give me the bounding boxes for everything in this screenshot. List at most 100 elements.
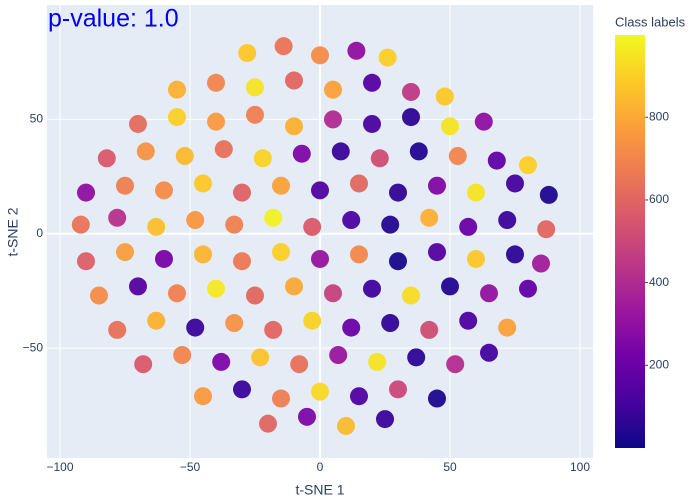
point	[459, 311, 478, 330]
point	[253, 149, 272, 168]
point	[71, 215, 90, 234]
point	[298, 407, 316, 426]
point	[233, 380, 251, 399]
point	[446, 355, 465, 374]
point	[428, 176, 446, 195]
point	[292, 144, 311, 163]
point	[285, 117, 303, 136]
point	[389, 252, 407, 271]
point	[311, 46, 329, 65]
point	[389, 183, 407, 202]
y-tick-label: 0	[36, 226, 43, 240]
point	[264, 320, 283, 339]
point	[147, 311, 166, 330]
point	[136, 142, 155, 161]
point	[519, 279, 537, 298]
point	[194, 387, 212, 406]
point	[303, 217, 322, 236]
point	[381, 314, 400, 333]
point	[272, 176, 290, 195]
point	[402, 82, 420, 101]
point	[129, 277, 147, 296]
point	[129, 114, 147, 133]
point	[480, 284, 498, 303]
point	[186, 211, 205, 230]
point	[311, 249, 329, 268]
point	[420, 320, 439, 339]
point	[311, 181, 329, 200]
point	[225, 215, 244, 234]
point	[285, 71, 303, 90]
point	[233, 252, 251, 271]
point	[347, 41, 366, 60]
point	[402, 108, 420, 127]
point	[324, 284, 342, 303]
point	[342, 211, 361, 230]
point	[212, 352, 231, 371]
point	[147, 217, 166, 236]
point	[441, 117, 459, 136]
point	[537, 220, 556, 239]
point	[532, 254, 550, 273]
point	[207, 279, 225, 298]
point	[207, 73, 225, 92]
colorbar-title: Class labels	[615, 14, 686, 29]
point	[331, 142, 350, 161]
point	[350, 387, 368, 406]
point	[175, 147, 194, 165]
point	[168, 108, 186, 127]
x-tick-label: −50	[180, 460, 201, 474]
point	[350, 174, 368, 193]
point	[285, 277, 303, 296]
point	[506, 245, 524, 264]
point	[90, 286, 108, 305]
point	[337, 416, 355, 435]
point	[259, 414, 277, 433]
point	[168, 80, 186, 99]
point	[342, 318, 361, 337]
x-tick-label: 100	[570, 460, 590, 474]
point	[420, 208, 439, 227]
x-tick-label: 0	[317, 460, 324, 474]
point	[311, 382, 329, 401]
point	[402, 286, 420, 305]
point	[368, 352, 387, 371]
point	[329, 346, 348, 365]
point	[155, 249, 173, 268]
point	[409, 142, 428, 161]
point	[487, 151, 506, 170]
point	[97, 149, 116, 168]
point	[264, 208, 283, 227]
point	[246, 286, 264, 305]
point	[350, 245, 368, 264]
colorbar-tick-label: 800	[649, 109, 669, 123]
point	[207, 112, 225, 131]
colorbar-tick-label: 200	[649, 357, 669, 371]
point	[246, 105, 264, 124]
point	[272, 389, 290, 408]
point	[363, 114, 381, 133]
point	[108, 320, 127, 339]
point	[290, 355, 309, 374]
point	[168, 284, 186, 303]
point	[363, 73, 381, 92]
point	[363, 279, 381, 298]
y-tick-label: 50	[30, 112, 44, 126]
x-axis-title: t-SNE 1	[295, 482, 344, 498]
point	[539, 185, 558, 204]
point	[214, 140, 233, 159]
point	[480, 343, 498, 362]
point	[246, 78, 264, 97]
point	[498, 211, 517, 230]
point	[251, 348, 270, 367]
point	[274, 37, 293, 56]
x-tick-label: −100	[46, 460, 73, 474]
point	[108, 208, 127, 227]
point	[370, 149, 389, 168]
y-axis-title: t-SNE 2	[5, 207, 21, 256]
point	[238, 44, 257, 63]
point	[233, 183, 251, 202]
colorbar-tick-label: 600	[649, 192, 669, 206]
point	[459, 217, 478, 236]
